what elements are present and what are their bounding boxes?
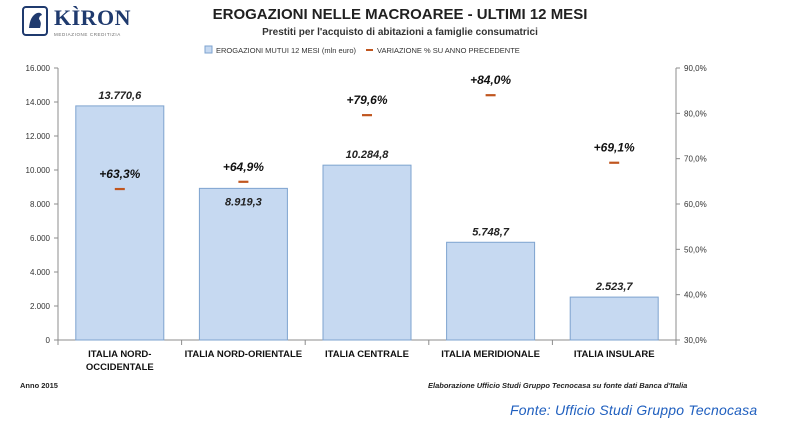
bar <box>569 296 659 341</box>
left-tick-label: 2.000 <box>30 302 51 311</box>
bar-value-label: 5.748,7 <box>472 226 510 238</box>
right-tick-label: 90,0% <box>684 64 707 73</box>
brand-tagline: MEDIAZIONE CREDITIZIA <box>54 32 121 37</box>
bar <box>446 241 536 341</box>
category-label: ITALIA CENTRALE <box>325 349 409 360</box>
legend-label-bars: EROGAZIONI MUTUI 12 MESI (mln euro) <box>216 46 357 55</box>
right-tick-label: 30,0% <box>684 336 707 345</box>
left-tick-label: 6.000 <box>30 234 51 243</box>
footer-year: Anno 2015 <box>20 381 58 390</box>
chart-subtitle: Prestiti per l'acquisto di abitazioni a … <box>262 27 538 38</box>
bar-value-label: 13.770,6 <box>98 90 142 102</box>
legend-label-markers: VARIAZIONE % SU ANNO PRECEDENTE <box>377 46 520 55</box>
category-label: OCCIDENTALE <box>86 362 154 373</box>
left-tick-label: 8.000 <box>30 200 51 209</box>
legend-swatch-bars <box>204 45 213 54</box>
right-tick-label: 40,0% <box>684 291 707 300</box>
left-tick-label: 0 <box>46 336 51 345</box>
variation-label: +63,3% <box>99 167 140 181</box>
right-tick-label: 50,0% <box>684 245 707 254</box>
right-tick-label: 70,0% <box>684 155 707 164</box>
source-label: Fonte: Ufficio Studi Gruppo Tecnocasa <box>510 402 758 418</box>
brand-name: KÌRON <box>54 5 132 30</box>
kiron-logo: KÌRON MEDIAZIONE CREDITIZIA <box>14 2 131 46</box>
category-label: ITALIA INSULARE <box>574 349 655 360</box>
category-label: ITALIA NORD-ORIENTALE <box>185 349 303 360</box>
variation-label: +64,9% <box>223 160 264 174</box>
bar-value-label: 8.919,3 <box>225 196 262 208</box>
variation-label: +84,0% <box>470 73 511 87</box>
right-tick-label: 60,0% <box>684 200 707 209</box>
bar-value-label: 10.284,8 <box>346 149 390 161</box>
bar <box>198 187 288 341</box>
left-tick-label: 14.000 <box>26 98 51 107</box>
left-tick-label: 10.000 <box>26 166 51 175</box>
variation-label: +79,6% <box>346 93 387 107</box>
category-label: ITALIA NORD- <box>88 349 151 360</box>
variation-label: +69,1% <box>594 141 635 155</box>
right-tick-label: 80,0% <box>684 109 707 118</box>
kiron-horse-icon <box>22 6 48 36</box>
left-tick-label: 16.000 <box>26 64 51 73</box>
category-label: ITALIA MERIDIONALE <box>441 349 540 360</box>
left-tick-label: 4.000 <box>30 268 51 277</box>
bar <box>75 105 165 341</box>
chart-title: EROGAZIONI NELLE MACROAREE - ULTIMI 12 M… <box>212 6 588 23</box>
footer-credit: Elaborazione Ufficio Studi Gruppo Tecnoc… <box>428 381 688 390</box>
bar-value-label: 2.523,7 <box>595 281 634 293</box>
left-tick-label: 12.000 <box>26 132 51 141</box>
bar <box>322 164 412 341</box>
